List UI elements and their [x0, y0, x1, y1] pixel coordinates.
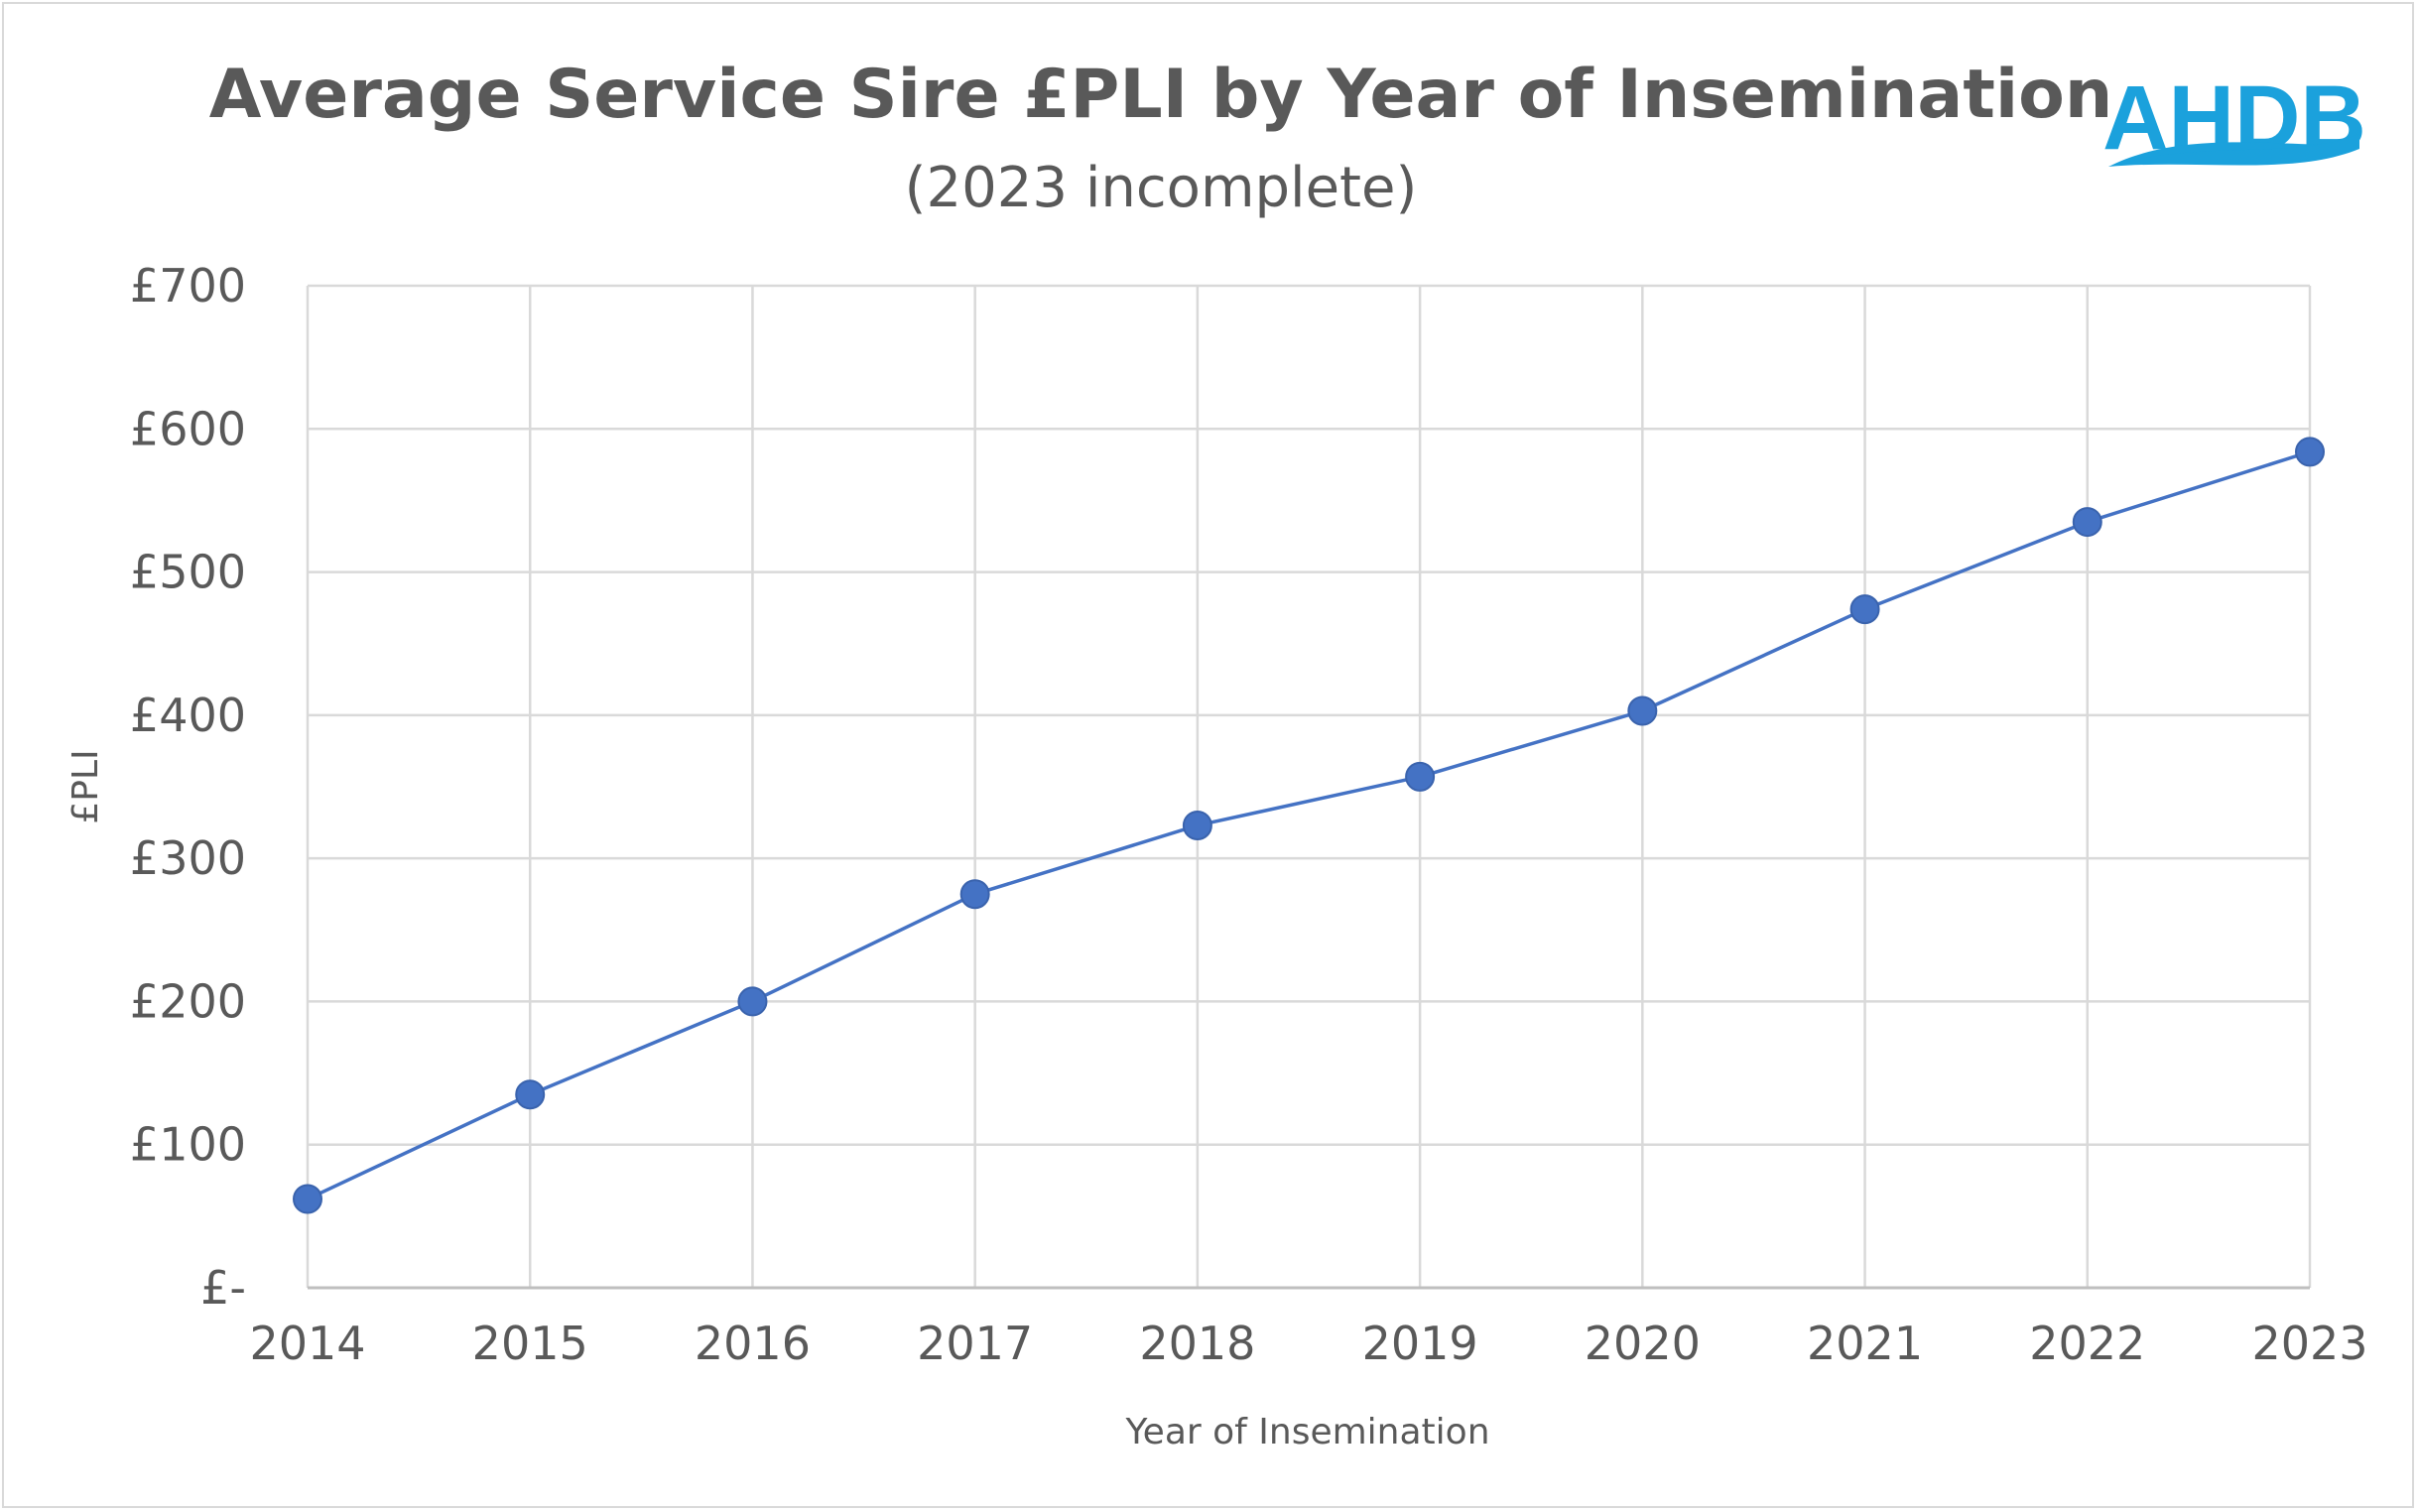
- data-point: [1182, 810, 1212, 840]
- y-tick-label: £100: [130, 1118, 246, 1172]
- x-tick-label: 2017: [917, 1317, 1033, 1370]
- data-point: [1849, 594, 1880, 625]
- data-point: [1627, 695, 1658, 726]
- x-tick-label: 2018: [1139, 1317, 1255, 1370]
- x-tick-label: 2023: [2251, 1317, 2367, 1370]
- y-tick-label: £200: [130, 974, 246, 1028]
- data-point: [2295, 437, 2325, 467]
- y-tick-label: £-: [200, 1261, 246, 1315]
- y-tick-label: £700: [130, 259, 246, 313]
- data-point: [737, 986, 768, 1017]
- x-tick-label: 2022: [2029, 1317, 2145, 1370]
- series-line: [307, 449, 2311, 1201]
- series-pli: [293, 437, 2325, 1214]
- x-tick-label: 2014: [249, 1317, 365, 1370]
- logo-wave-icon: [2108, 134, 2359, 167]
- y-tick-label: £300: [130, 831, 246, 885]
- x-tick-label: 2019: [1362, 1317, 1478, 1370]
- ahdb-logo: AHDB: [2102, 67, 2366, 169]
- x-tick-label: 2021: [1807, 1317, 1923, 1370]
- x-tick-label: 2016: [695, 1317, 811, 1370]
- x-tick-label: 2020: [1585, 1317, 1701, 1370]
- chart-subtitle: (2023 incomplete): [905, 156, 1418, 220]
- y-tick-label: £600: [130, 402, 246, 455]
- x-tick-labels: 2014 2015 2016 2017 2018 2019 2020 2021 2022 2023: [249, 1317, 2367, 1370]
- chart-title: Average Service Sire £PLI by Year of Ins…: [209, 56, 2113, 134]
- data-point: [959, 879, 990, 910]
- grid-lines: [306, 284, 2312, 1288]
- data-point: [2072, 507, 2102, 538]
- y-axis-title: £PLI: [65, 749, 106, 823]
- data-point: [1405, 761, 1436, 792]
- y-tick-labels: £- £100 £200 £300 £400 £500 £600 £700: [130, 259, 246, 1315]
- y-tick-label: £500: [130, 546, 246, 599]
- x-axis-title: Year of Insemination: [1124, 1412, 1489, 1452]
- x-tick-label: 2015: [472, 1317, 588, 1370]
- y-tick-label: £400: [130, 689, 246, 742]
- data-point: [515, 1079, 546, 1110]
- data-point: [293, 1184, 322, 1214]
